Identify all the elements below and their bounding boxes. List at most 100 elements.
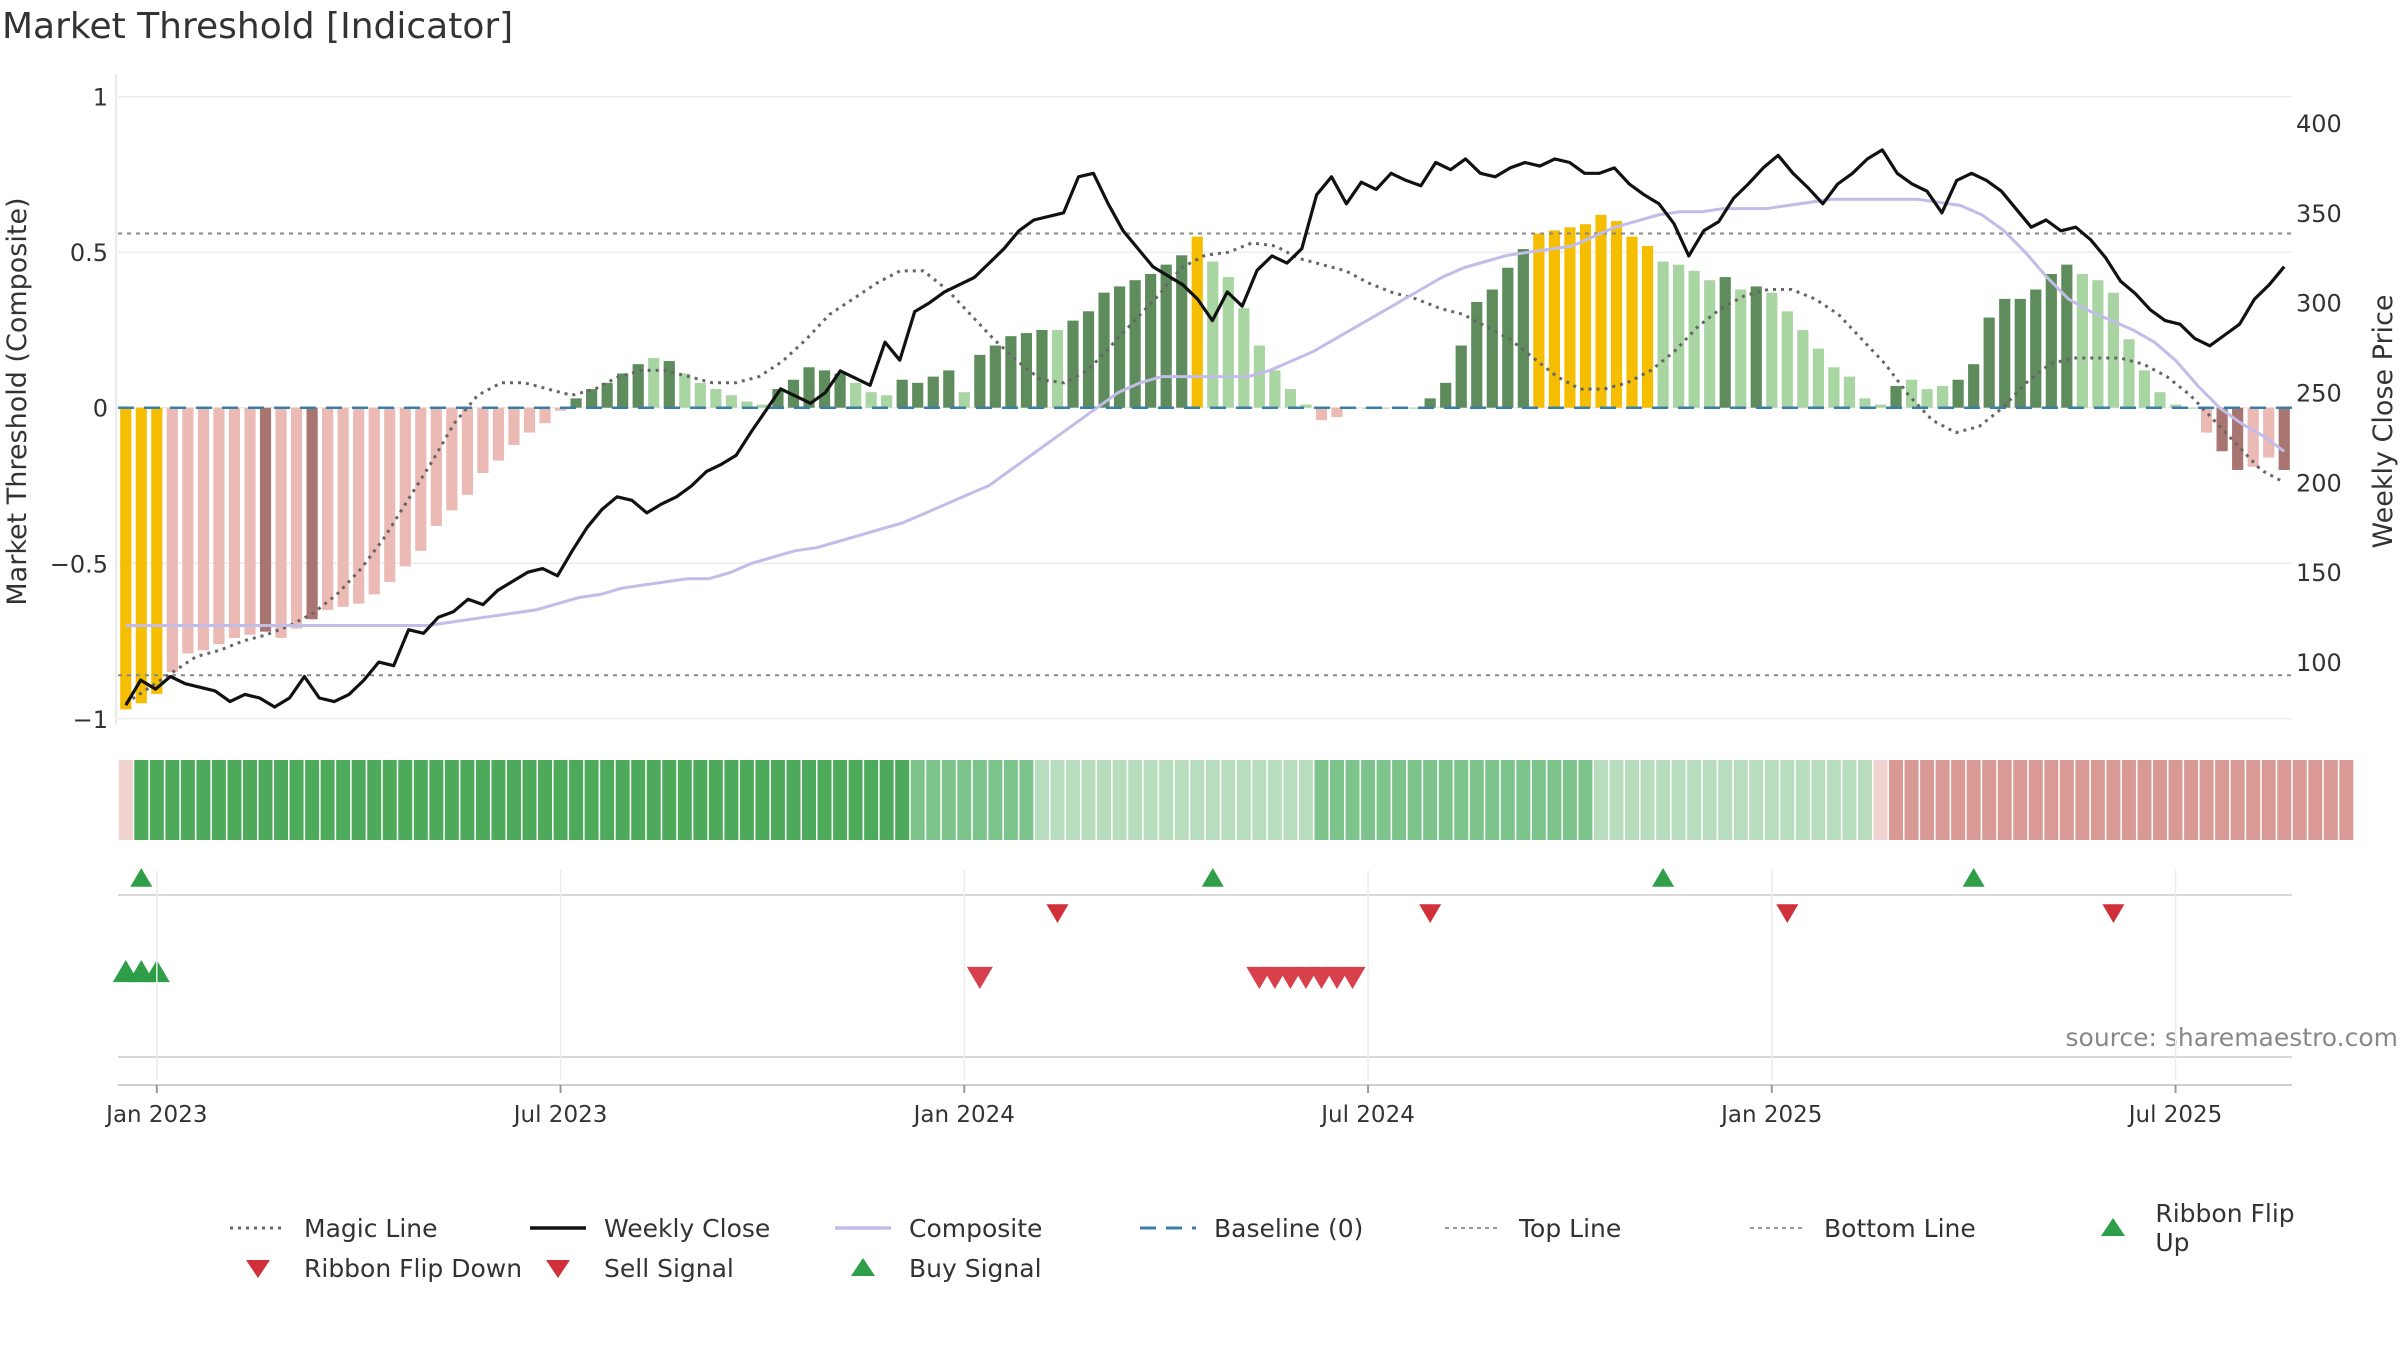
composite-bar: [1253, 345, 1265, 408]
ribbon-cell: [1097, 760, 1112, 840]
ribbon-cell: [1314, 760, 1329, 840]
ribbon-cell: [1780, 760, 1795, 840]
composite-bar: [1859, 398, 1871, 408]
ribbon-cell: [165, 760, 180, 840]
composite-bar: [1657, 261, 1669, 408]
ribbon-flip-up-icon: [1962, 868, 1985, 887]
composite-bar: [259, 407, 272, 632]
ribbon-cell: [1034, 760, 1049, 840]
x-tick-label: Jul 2025: [2127, 1102, 2223, 1128]
y2-tick-label: 150: [2296, 559, 2342, 587]
composite-bar: [1905, 379, 1918, 408]
sell-signal-icon: [966, 966, 993, 989]
ribbon-cell: [1857, 760, 1872, 840]
composite-bar: [1735, 289, 1747, 408]
composite-bar: [632, 364, 644, 408]
ribbon-cell: [1174, 760, 1189, 840]
triangle-up-icon: [2101, 1218, 2125, 1236]
reference-lines: [118, 232, 2292, 677]
ribbon-cell: [1205, 760, 1220, 840]
composite-bar: [477, 407, 489, 474]
composite-bar: [539, 407, 551, 424]
composite-bar: [322, 407, 334, 610]
ribbon-cell: [1081, 760, 1096, 840]
ribbon-cell: [1050, 760, 1065, 840]
ribbon-cell: [2028, 760, 2043, 840]
composite-bar: [2092, 280, 2104, 408]
ribbon-cell: [1376, 760, 1391, 840]
legend-item: Composite: [835, 1214, 1140, 1243]
ribbon-cell: [2199, 760, 2214, 840]
ribbon-flip-up-icon: [1652, 868, 1675, 887]
ribbon-flip-down-icon: [1419, 904, 1442, 923]
composite-bar: [1098, 292, 1110, 408]
composite-bar: [1579, 224, 1592, 408]
legend: Magic Line Weekly Close Composite Baseline …: [230, 1199, 2380, 1288]
ribbon-cell: [1966, 760, 1981, 840]
legend-row: Magic Line Weekly Close Composite Baseline …: [230, 1199, 2380, 1257]
ribbon-cell: [1252, 760, 1267, 840]
ribbon-cell: [910, 760, 925, 840]
composite-bar: [306, 407, 318, 620]
ribbon-cell: [1733, 760, 1748, 840]
ribbon-cell: [1935, 760, 1950, 840]
ribbon-cell: [538, 760, 553, 840]
ribbon-cell: [1516, 760, 1531, 840]
legend-item: Buy Signal: [835, 1254, 1140, 1283]
ribbon-cell: [1423, 760, 1438, 840]
composite-bar: [586, 389, 598, 408]
composite-bar: [1890, 385, 1902, 408]
composite-bar: [912, 382, 924, 408]
ribbon-cell: [1997, 760, 2012, 840]
ribbon-cell: [1066, 760, 1080, 840]
composite-bar: [1750, 286, 1762, 408]
x-tick-label: Jul 2023: [512, 1102, 608, 1128]
composite-bar: [337, 407, 349, 607]
composite-bar: [648, 357, 660, 408]
composite-bar: [430, 407, 442, 526]
y2-tick-label: 350: [2296, 200, 2342, 228]
composite-bar: [290, 407, 303, 629]
composite-bar: [756, 404, 769, 408]
composite-bar: [1238, 308, 1250, 408]
composite-bar: [865, 392, 877, 408]
composite-bar: [2154, 392, 2166, 408]
ribbon-cell: [134, 760, 149, 840]
ribbon-cell: [460, 760, 475, 840]
ribbon-cell: [196, 760, 211, 840]
ribbon-cell: [2044, 760, 2059, 840]
ribbon-cell: [2075, 760, 2090, 840]
ribbon-cell: [2106, 760, 2121, 840]
ribbon-cell: [382, 760, 397, 840]
composite-bar: [2014, 298, 2026, 408]
composite-bar: [1377, 407, 1390, 409]
composite-bar: [2232, 407, 2244, 470]
ribbon-cell: [1407, 760, 1422, 840]
legend-label: Baseline (0): [1214, 1213, 1364, 1243]
ribbon-cell: [243, 760, 257, 840]
ribbon-cell: [274, 760, 289, 840]
ribbon-cell: [1500, 760, 1515, 840]
ribbon-cell: [398, 760, 413, 840]
composite-bar: [492, 407, 505, 461]
legend-label: Ribbon Flip Down: [304, 1253, 523, 1283]
composite-bar: [1160, 264, 1172, 408]
composite-bar: [725, 395, 737, 408]
legend-line-swatch: [230, 1226, 286, 1230]
composite-bar: [1284, 389, 1296, 408]
signal-markers: [112, 868, 2292, 1058]
trend-ribbon: [118, 760, 2354, 840]
composite-bar: [1983, 317, 1995, 408]
composite-bar: [1222, 277, 1234, 408]
ribbon-cell: [957, 760, 972, 840]
ribbon-cell: [1392, 760, 1407, 840]
composite-bar: [2045, 273, 2057, 408]
composite-bar: [415, 407, 427, 551]
ribbon-cell: [2230, 760, 2245, 840]
composite-bar: [275, 407, 287, 638]
legend-item: Magic Line: [230, 1214, 530, 1243]
ribbon-cell: [1159, 760, 1174, 840]
ribbon-cell: [1531, 760, 1546, 840]
ribbon-cell: [2339, 760, 2354, 840]
composite-bar: [1020, 333, 1033, 408]
